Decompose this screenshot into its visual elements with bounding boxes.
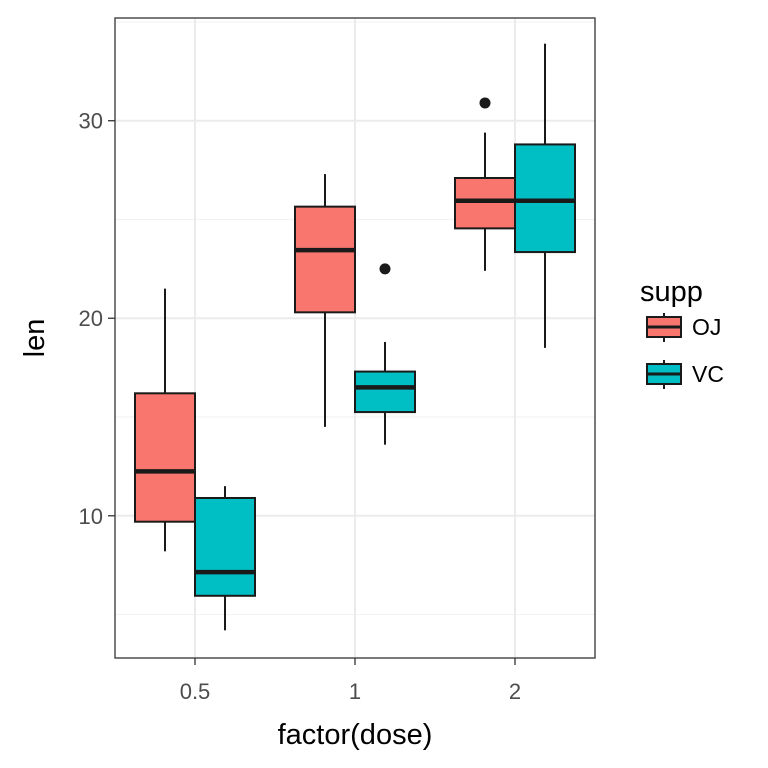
y-axis-title: len xyxy=(19,319,51,358)
boxes-layer xyxy=(134,43,576,631)
legend-label: OJ xyxy=(692,314,721,340)
box-body xyxy=(454,177,516,230)
box-body xyxy=(134,392,196,523)
box-body xyxy=(194,497,256,597)
legend-entry-OJ: OJ xyxy=(646,313,721,342)
plot-panel xyxy=(114,17,596,659)
legend-label: VC xyxy=(692,361,724,387)
x-axis: 0.5 1 2 xyxy=(180,658,521,704)
x-tick-label: 1 xyxy=(349,679,361,704)
x-tick-label: 2 xyxy=(509,679,521,704)
x-tick-label: 0.5 xyxy=(180,679,211,704)
box-body xyxy=(514,143,576,254)
box-body xyxy=(354,370,416,414)
y-tick-label: 30 xyxy=(79,109,103,134)
legend-entry-VC: VC xyxy=(646,360,724,389)
box-OJ-1 xyxy=(294,174,356,427)
box-body xyxy=(294,205,356,314)
y-tick-label: 10 xyxy=(79,504,103,529)
box-VC-2 xyxy=(514,43,576,348)
legend: supp OJ VC xyxy=(640,276,724,389)
box-OJ-2 xyxy=(454,97,516,271)
box-VC-1 xyxy=(354,263,416,445)
outlier-point xyxy=(379,263,391,275)
outlier-point xyxy=(479,97,491,109)
y-axis: 10 20 30 xyxy=(79,109,115,529)
y-tick-label: 20 xyxy=(79,306,103,331)
legend-title: supp xyxy=(640,276,703,308)
x-axis-title: factor(dose) xyxy=(278,719,433,751)
major-gridlines xyxy=(115,18,595,658)
box-VC-0.5 xyxy=(194,486,256,631)
box-OJ-0.5 xyxy=(134,288,196,552)
